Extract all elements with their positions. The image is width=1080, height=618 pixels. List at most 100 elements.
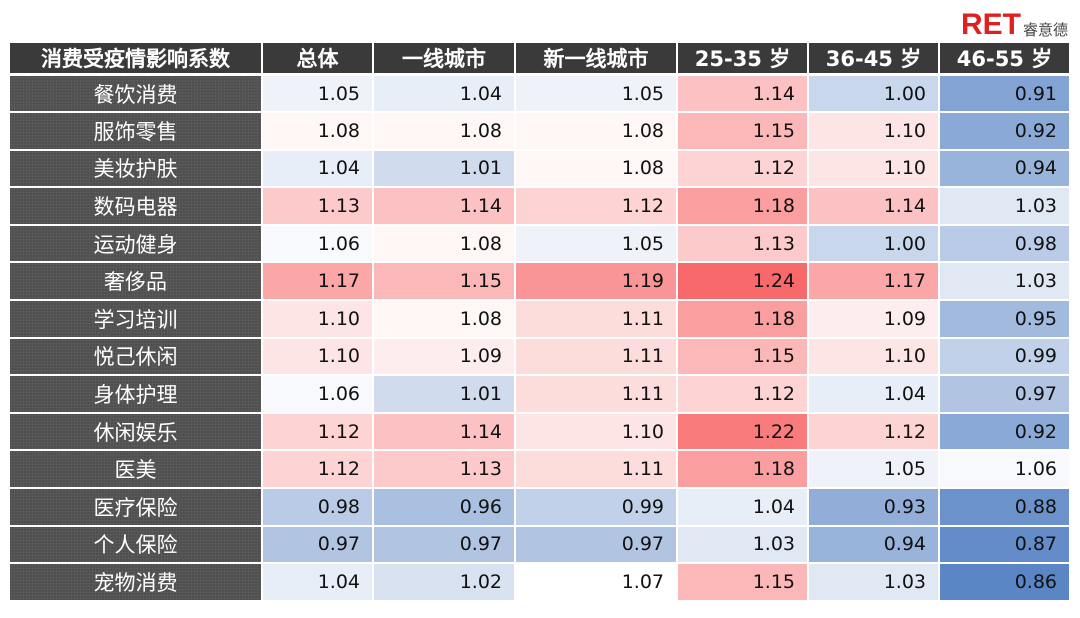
- heatmap-cell: 1.12: [808, 412, 940, 452]
- heatmap-cell: 1.05: [515, 74, 678, 114]
- heatmap-cell: 1.24: [677, 262, 809, 302]
- heatmap-cell: 1.04: [262, 149, 374, 189]
- heatmap-cell: 1.13: [677, 224, 809, 264]
- heatmap-cell: 1.18: [677, 450, 809, 490]
- heatmap-body: 餐饮消费 1.05 1.04 1.05 1.14 1.00 0.91 服饰零售 1.08 1.08…: [10, 74, 1069, 602]
- table-row: 悦己休闲 1.10 1.09 1.11 1.15 1.10 0.99: [10, 337, 1069, 377]
- heatmap-cell: 0.97: [373, 525, 516, 565]
- heatmap-cell: 1.13: [373, 450, 516, 490]
- heatmap-cell: 1.17: [262, 262, 374, 302]
- heatmap-table: 消费受疫情影响系数 总体 一线城市 新一线城市 25-35 岁 36-45 岁 46-55…: [10, 43, 1069, 602]
- heatmap-cell: 0.97: [939, 375, 1069, 414]
- heatmap-cell: 1.15: [373, 262, 516, 302]
- row-label: 数码电器: [10, 187, 263, 226]
- heatmap-cell: 1.15: [677, 112, 809, 151]
- heatmap-cell: 1.05: [515, 224, 678, 264]
- heatmap-cell: 1.10: [515, 412, 678, 452]
- heatmap-cell: 1.10: [808, 337, 940, 377]
- row-label: 身体护理: [10, 375, 263, 414]
- column-header: 总体: [262, 43, 374, 76]
- heatmap-cell: 1.06: [939, 450, 1069, 490]
- heatmap-cell: 0.95: [939, 300, 1069, 339]
- heatmap-cell: 1.22: [677, 412, 809, 452]
- logo-text: 睿意德: [1022, 21, 1068, 39]
- heatmap-cell: 0.91: [939, 74, 1069, 114]
- heatmap-cell: 0.92: [939, 112, 1069, 151]
- table-row: 宠物消费 1.04 1.02 1.07 1.15 1.03 0.86: [10, 563, 1069, 602]
- table-row: 数码电器 1.13 1.14 1.12 1.18 1.14 1.03: [10, 187, 1069, 226]
- heatmap-table-container: 消费受疫情影响系数 总体 一线城市 新一线城市 25-35 岁 36-45 岁 46-55…: [10, 43, 1069, 602]
- heatmap-cell: 1.09: [808, 300, 940, 339]
- heatmap-cell: 1.11: [515, 375, 678, 414]
- table-row: 休闲娱乐 1.12 1.14 1.10 1.22 1.12 0.92: [10, 412, 1069, 452]
- logo-mark: RET: [960, 8, 1021, 41]
- row-label: 服饰零售: [10, 112, 263, 151]
- heatmap-cell: 1.12: [677, 375, 809, 414]
- row-label: 医美: [10, 450, 263, 490]
- heatmap-cell: 1.12: [677, 149, 809, 189]
- heatmap-cell: 0.98: [262, 488, 374, 527]
- heatmap-cell: 1.01: [373, 149, 516, 189]
- heatmap-cell: 1.04: [262, 563, 374, 602]
- heatmap-cell: 1.06: [262, 375, 374, 414]
- column-header: 46-55 岁: [939, 43, 1069, 76]
- heatmap-cell: 1.14: [808, 187, 940, 226]
- heatmap-cell: 1.10: [808, 112, 940, 151]
- heatmap-cell: 0.96: [373, 488, 516, 527]
- heatmap-cell: 1.08: [373, 224, 516, 264]
- heatmap-cell: 1.03: [939, 262, 1069, 302]
- row-label: 休闲娱乐: [10, 412, 263, 452]
- heatmap-cell: 0.93: [808, 488, 940, 527]
- row-label: 医疗保险: [10, 488, 263, 527]
- heatmap-cell: 1.00: [808, 74, 940, 114]
- table-row: 运动健身 1.06 1.08 1.05 1.13 1.00 0.98: [10, 224, 1069, 264]
- row-label: 悦己休闲: [10, 337, 263, 377]
- heatmap-cell: 1.08: [373, 112, 516, 151]
- heatmap-cell: 1.02: [373, 563, 516, 602]
- table-row: 美妆护肤 1.04 1.01 1.08 1.12 1.10 0.94: [10, 149, 1069, 189]
- table-row: 奢侈品 1.17 1.15 1.19 1.24 1.17 1.03: [10, 262, 1069, 302]
- row-label: 美妆护肤: [10, 149, 263, 189]
- table-row: 医美 1.12 1.13 1.11 1.18 1.05 1.06: [10, 450, 1069, 490]
- heatmap-cell: 1.09: [373, 337, 516, 377]
- heatmap-cell: 0.94: [939, 149, 1069, 189]
- row-label: 奢侈品: [10, 262, 263, 302]
- table-row: 餐饮消费 1.05 1.04 1.05 1.14 1.00 0.91: [10, 74, 1069, 114]
- heatmap-cell: 1.14: [373, 412, 516, 452]
- corner-header: 消费受疫情影响系数: [10, 43, 263, 76]
- heatmap-cell: 1.12: [515, 187, 678, 226]
- row-label: 运动健身: [10, 224, 263, 264]
- heatmap-cell: 1.06: [262, 224, 374, 264]
- heatmap-cell: 1.10: [262, 300, 374, 339]
- table-row: 医疗保险 0.98 0.96 0.99 1.04 0.93 0.88: [10, 488, 1069, 527]
- heatmap-cell: 1.10: [808, 149, 940, 189]
- heatmap-cell: 0.97: [515, 525, 678, 565]
- heatmap-cell: 1.18: [677, 187, 809, 226]
- heatmap-cell: 1.17: [808, 262, 940, 302]
- heatmap-cell: 0.97: [262, 525, 374, 565]
- heatmap-cell: 1.08: [262, 112, 374, 151]
- heatmap-cell: 1.04: [677, 488, 809, 527]
- heatmap-cell: 1.03: [677, 525, 809, 565]
- heatmap-cell: 1.12: [262, 412, 374, 452]
- heatmap-cell: 1.04: [373, 74, 516, 114]
- column-header: 一线城市: [373, 43, 516, 76]
- heatmap-cell: 1.11: [515, 337, 678, 377]
- heatmap-cell: 0.92: [939, 412, 1069, 452]
- heatmap-cell: 1.03: [808, 563, 940, 602]
- heatmap-cell: 0.88: [939, 488, 1069, 527]
- heatmap-cell: 1.11: [515, 300, 678, 339]
- heatmap-cell: 0.99: [515, 488, 678, 527]
- heatmap-cell: 1.04: [808, 375, 940, 414]
- heatmap-cell: 1.00: [808, 224, 940, 264]
- heatmap-cell: 1.11: [515, 450, 678, 490]
- row-label: 个人保险: [10, 525, 263, 565]
- heatmap-cell: 1.05: [262, 74, 374, 114]
- heatmap-cell: 0.86: [939, 563, 1069, 602]
- heatmap-cell: 1.01: [373, 375, 516, 414]
- heatmap-cell: 0.87: [939, 525, 1069, 565]
- heatmap-cell: 1.05: [808, 450, 940, 490]
- heatmap-cell: 1.19: [515, 262, 678, 302]
- table-row: 个人保险 0.97 0.97 0.97 1.03 0.94 0.87: [10, 525, 1069, 565]
- heatmap-cell: 1.15: [677, 563, 809, 602]
